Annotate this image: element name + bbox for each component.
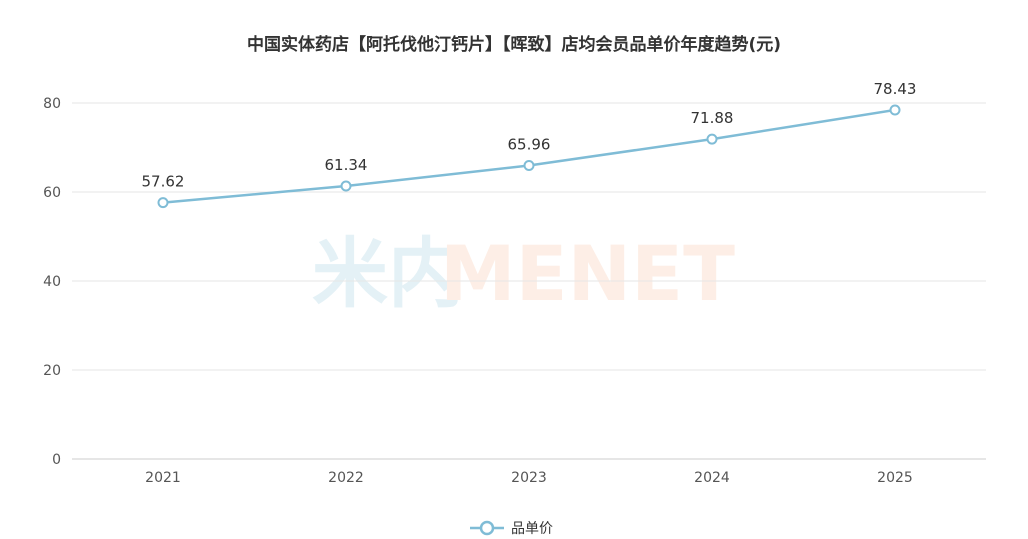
data-label: 71.88 xyxy=(691,109,734,127)
x-tick-label: 2021 xyxy=(145,470,181,486)
watermark-right-text: MENET xyxy=(440,229,735,318)
y-tick-label: 20 xyxy=(43,363,61,379)
data-point[interactable] xyxy=(157,197,169,209)
watermark-left-text: 米内 xyxy=(312,229,464,318)
legend-marker-icon xyxy=(479,520,495,536)
x-axis-ticks: 2021 2022 2023 2024 2025 xyxy=(145,470,913,486)
data-label: 57.62 xyxy=(142,173,185,191)
series-line xyxy=(162,108,896,204)
legend[interactable]: 品单价 xyxy=(470,520,553,537)
x-tick-label: 2024 xyxy=(694,470,730,486)
data-point[interactable] xyxy=(706,133,718,145)
data-point[interactable] xyxy=(340,180,352,192)
y-tick-label: 60 xyxy=(43,185,61,201)
gridlines xyxy=(72,102,986,460)
series-layer xyxy=(157,104,901,209)
legend-label: 品单价 xyxy=(511,521,553,537)
data-label: 65.96 xyxy=(508,135,551,153)
y-axis-ticks: 0 20 40 60 80 xyxy=(43,96,61,468)
data-label: 61.34 xyxy=(325,156,368,174)
data-point[interactable] xyxy=(889,104,901,116)
x-tick-label: 2023 xyxy=(511,470,547,486)
y-tick-label: 80 xyxy=(43,96,61,112)
data-labels: 57.62 61.34 65.96 71.88 78.43 xyxy=(142,80,917,191)
chart-title: 中国实体药店【阿托伐他汀钙片】【晖致】店均会员品单价年度趋势(元) xyxy=(246,35,782,55)
x-tick-label: 2025 xyxy=(877,470,913,486)
data-point[interactable] xyxy=(523,159,535,171)
y-tick-label: 0 xyxy=(52,452,61,468)
data-label: 78.43 xyxy=(874,80,917,98)
y-tick-label: 40 xyxy=(43,274,61,290)
x-tick-label: 2022 xyxy=(328,470,364,486)
